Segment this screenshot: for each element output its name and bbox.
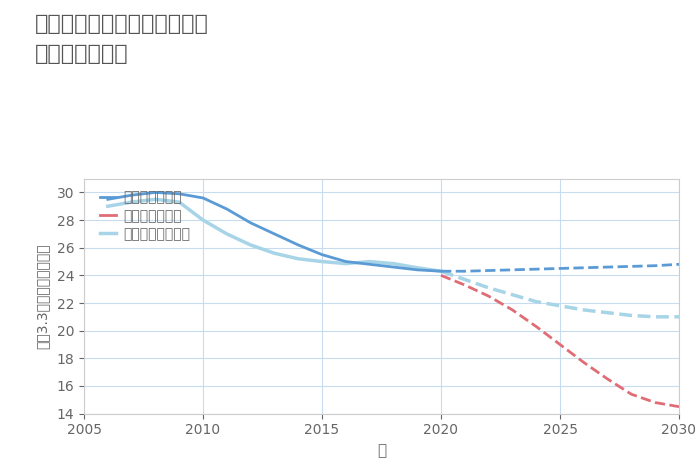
Legend: グッドシナリオ, バッドシナリオ, ノーマルシナリオ: グッドシナリオ, バッドシナリオ, ノーマルシナリオ — [94, 185, 196, 247]
X-axis label: 年: 年 — [377, 443, 386, 458]
Text: 奈良県吉野郡下北山村池峰の
土地の価格推移: 奈良県吉野郡下北山村池峰の 土地の価格推移 — [35, 14, 209, 64]
Y-axis label: 坪（3.3㎡）単価（万円）: 坪（3.3㎡）単価（万円） — [36, 243, 50, 349]
